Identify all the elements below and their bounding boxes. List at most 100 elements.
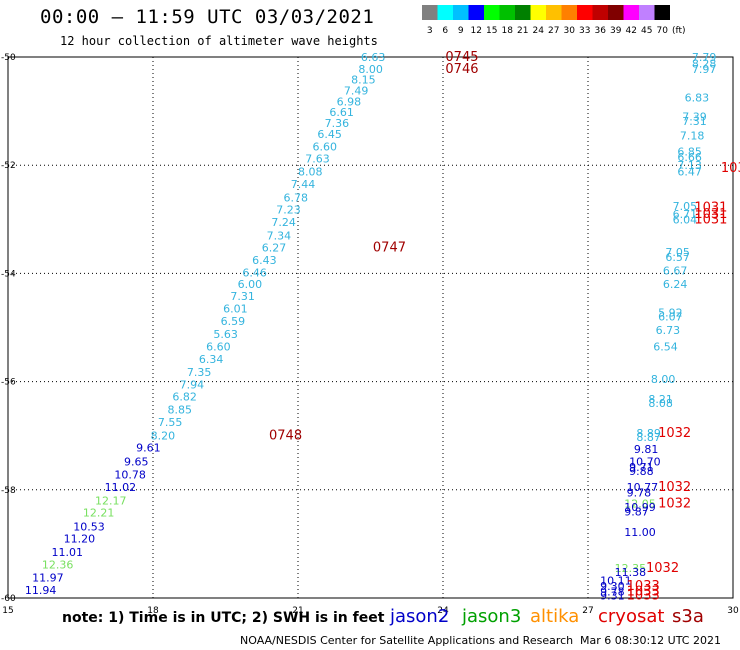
wave-height-label: 7.63 <box>305 153 330 166</box>
colorbar-label: 3 <box>427 26 433 36</box>
wave-height-label: 8.08 <box>648 397 673 410</box>
legend-jason3: jason3 <box>462 606 522 627</box>
colorbar-swatch <box>453 5 469 20</box>
wave-height-label: 6.27 <box>262 241 287 254</box>
wave-height-label: 10.11 <box>600 575 632 588</box>
wave-height-label: 6.46 <box>242 266 267 279</box>
colorbar-swatch <box>422 5 438 20</box>
wave-height-label: 8.89 <box>636 427 661 440</box>
colorbar-swatch <box>654 5 670 20</box>
colorbar-label: 21 <box>517 26 528 36</box>
wave-height-label: 12.05 <box>624 497 656 510</box>
colorbar-swatch <box>639 5 655 20</box>
x-tick-label: 27 <box>582 606 593 616</box>
wave-height-label: 10.70 <box>629 456 661 469</box>
x-tick-label: 15 <box>2 606 13 616</box>
colorbar-label: 30 <box>564 26 576 36</box>
colorbar-label: 15 <box>486 26 497 36</box>
colorbar-label: 33 <box>579 26 590 36</box>
legend-altika: altika <box>530 606 580 627</box>
wave-height-label: 7.13 <box>677 159 702 172</box>
wave-height-label: 6.78 <box>284 192 309 205</box>
x-tick-label: 24 <box>437 606 449 616</box>
wave-height-label: 6.73 <box>656 324 681 337</box>
wave-height-label: 8.87 <box>636 431 661 444</box>
pass-time-label: 1032 <box>658 480 691 495</box>
pass-time-label: 1033 <box>627 579 660 594</box>
wave-height-label: 6.24 <box>663 278 688 291</box>
wave-height-label: 9.78 <box>600 586 625 599</box>
colorbar-label: 12 <box>471 26 482 36</box>
wave-height-label: 9.31 <box>600 589 625 602</box>
wave-height-label: 7.31 <box>682 115 707 128</box>
y-tick-label: -52 <box>1 161 16 171</box>
pass-time-label: 1032 <box>646 561 679 576</box>
wave-height-label: 7.97 <box>692 63 717 76</box>
legend-jason2: jason2 <box>390 606 450 627</box>
wave-height-label: 7.18 <box>680 129 705 142</box>
wave-height-label: 6.66 <box>677 151 702 164</box>
legend-cryosat: cryosat <box>598 606 665 627</box>
wave-height-label: 7.36 <box>325 117 350 130</box>
wave-height-label: 8.28 <box>692 57 717 70</box>
wave-height-label: 12.17 <box>95 495 127 508</box>
wave-height-label: 8.15 <box>351 74 376 87</box>
y-tick-label: -54 <box>1 269 16 279</box>
wave-height-label: 6.60 <box>313 140 338 153</box>
pass-time-label: 1031 <box>694 207 727 222</box>
wave-height-label: 7.24 <box>271 216 296 229</box>
colorbar-swatch <box>499 5 515 20</box>
wave-height-label: 6.82 <box>172 391 197 404</box>
wave-height-label: 9.87 <box>624 505 649 518</box>
wave-height-label: 11.97 <box>32 571 64 584</box>
wave-height-label: 6.01 <box>223 303 248 316</box>
wave-height-label: 9.88 <box>629 465 654 478</box>
pass-time-label: 1030 <box>721 161 740 176</box>
x-tick-label: 30 <box>727 606 739 616</box>
wave-height-label: 6.00 <box>238 278 262 291</box>
colorbar-label: 6 <box>442 26 448 36</box>
colorbar-label: 45 <box>641 26 652 36</box>
wave-height-label: 7.23 <box>276 204 301 217</box>
wave-height-label: 5.92 <box>658 306 683 319</box>
wave-height-label: 9.61 <box>136 442 161 455</box>
wave-height-label: 6.60 <box>206 340 231 353</box>
footnote: note: 1) Time is in UTC; 2) SWH is in fe… <box>62 610 385 626</box>
wave-height-label: 7.05 <box>673 200 698 213</box>
plot-frame <box>7 56 734 599</box>
wave-height-label: 8.00 <box>651 373 676 386</box>
pass-time-label: 1033 <box>627 585 660 600</box>
wave-height-label: 6.07 <box>658 311 683 324</box>
wave-height-label: 6.71 <box>673 208 698 221</box>
wave-height-label: 5.63 <box>213 328 238 341</box>
wave-height-label: 9.65 <box>124 456 149 469</box>
wave-height-label: 7.94 <box>180 378 205 391</box>
wave-height-label: 7.05 <box>665 246 690 259</box>
page-title: 00:00 – 11:59 UTC 03/03/2021 <box>40 6 375 28</box>
y-tick-label: -60 <box>1 594 16 604</box>
wave-height-label: 7.39 <box>682 111 707 124</box>
wave-height-label: 6.59 <box>221 315 246 328</box>
wave-height-label: 12.36 <box>42 558 73 571</box>
colorbar-label: 36 <box>595 26 607 36</box>
wave-height-label: 9.81 <box>634 443 659 456</box>
wave-height-label: 8.00 <box>358 63 383 76</box>
wave-height-label: 6.67 <box>663 265 688 278</box>
colorbar-swatch <box>484 5 500 20</box>
wave-height-label: 6.04 <box>673 213 698 226</box>
wave-height-label: 6.54 <box>653 340 678 353</box>
pass-time-label: 0746 <box>445 62 478 77</box>
pass-time-label: 0748 <box>269 429 302 444</box>
pass-time-label: 1031 <box>694 212 727 227</box>
wave-height-label: 8.21 <box>648 393 673 406</box>
x-tick-label: 18 <box>147 606 159 616</box>
wave-height-label: 11.00 <box>624 526 656 539</box>
pass-time-label: 1031 <box>694 200 727 215</box>
wave-height-label: 9.30 <box>600 580 625 593</box>
colorbar-swatch <box>608 5 624 20</box>
wave-height-label: 6.63 <box>361 51 386 64</box>
wave-height-label: 8.85 <box>168 404 193 417</box>
wave-height-label: 6.43 <box>252 254 276 267</box>
wave-height-label: 6.83 <box>685 92 710 105</box>
colorbar-swatch <box>546 5 562 20</box>
